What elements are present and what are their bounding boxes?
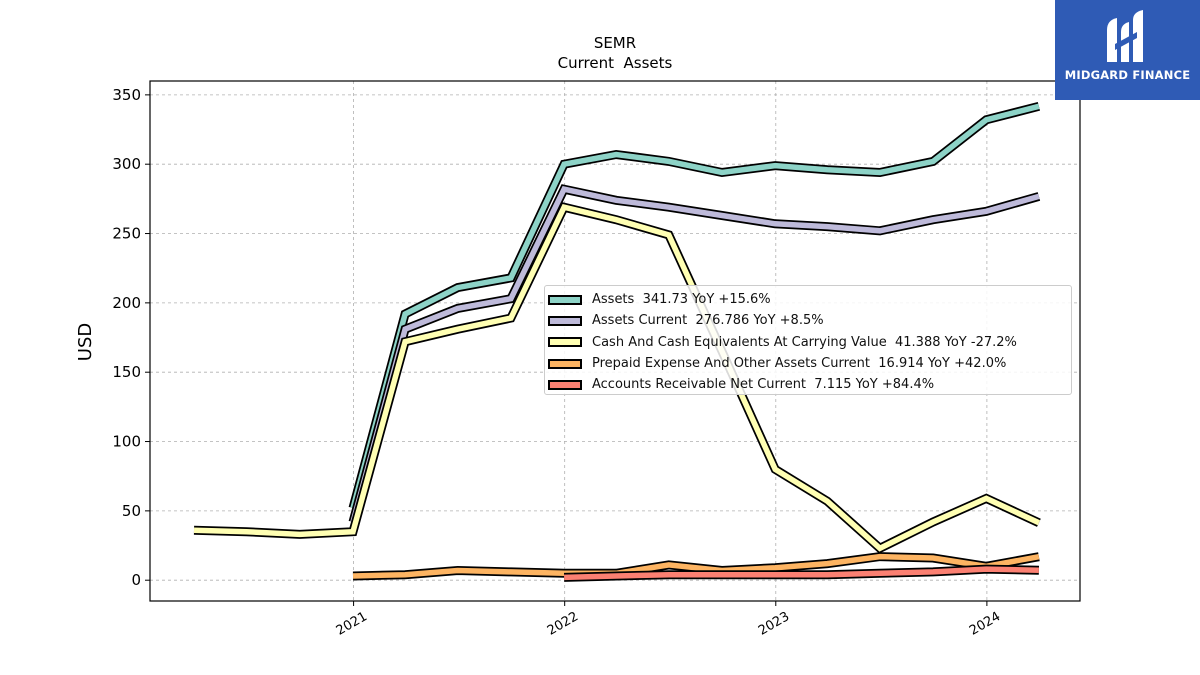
legend-swatch xyxy=(548,337,582,348)
x-axis-ticks: 2021 2022 2023 2024 xyxy=(334,601,1003,639)
midgard-logo-icon xyxy=(1107,10,1143,62)
chart-legend: Assets 341.73 YoY +15.6% Assets Current 2… xyxy=(544,285,1072,395)
chart-subtitle: Current Assets xyxy=(558,54,673,72)
series-line-1 xyxy=(350,186,1040,523)
x-tick-label: 2022 xyxy=(545,609,581,639)
y-tick-label: 50 xyxy=(122,502,141,520)
legend-item: Prepaid Expense And Other Assets Current… xyxy=(545,353,1071,374)
y-tick-label: 0 xyxy=(131,571,141,589)
chart-title: SEMR xyxy=(594,34,636,52)
legend-label: Prepaid Expense And Other Assets Current… xyxy=(592,356,1007,372)
legend-item: Assets 341.73 YoY +15.6% xyxy=(545,289,1071,310)
y-tick-label: 300 xyxy=(112,155,141,173)
legend-label: Assets Current 276.786 YoY +8.5% xyxy=(592,313,824,329)
y-axis-label: USD xyxy=(75,323,96,361)
legend-item: Accounts Receivable Net Current 7.115 Yo… xyxy=(545,374,1071,395)
x-tick-label: 2021 xyxy=(334,609,370,639)
logo-text: MIDGARD FINANCE xyxy=(1064,68,1191,82)
legend-swatch xyxy=(548,294,582,305)
y-tick-label: 200 xyxy=(112,294,141,312)
plot-frame xyxy=(149,80,1081,602)
legend-label: Accounts Receivable Net Current 7.115 Yo… xyxy=(592,377,935,393)
legend-label: Cash And Cash Equivalents At Carrying Va… xyxy=(592,334,1017,350)
series-line-3 xyxy=(352,553,1040,579)
series-line-0 xyxy=(350,103,1040,509)
legend-swatch xyxy=(548,358,582,369)
x-tick-label: 2023 xyxy=(756,609,792,639)
x-tick-label: 2024 xyxy=(967,609,1003,639)
legend-label: Assets 341.73 YoY +15.6% xyxy=(592,292,771,308)
legend-swatch xyxy=(548,379,582,390)
series-lines xyxy=(193,101,1041,582)
y-axis-ticks: 0 50 100 150 200 250 300 350 xyxy=(112,86,150,589)
legend-item: Cash And Cash Equivalents At Carrying Va… xyxy=(545,332,1071,353)
y-tick-label: 150 xyxy=(112,363,141,381)
series-line-2 xyxy=(193,204,1041,552)
midgard-finance-logo: MIDGARD FINANCE xyxy=(1055,0,1200,100)
y-tick-label: 350 xyxy=(112,86,141,104)
series-line-4 xyxy=(564,566,1039,581)
legend-item: Assets Current 276.786 YoY +8.5% xyxy=(545,310,1071,331)
y-tick-label: 100 xyxy=(112,433,141,451)
legend-swatch xyxy=(548,315,582,326)
y-tick-label: 250 xyxy=(112,225,141,243)
